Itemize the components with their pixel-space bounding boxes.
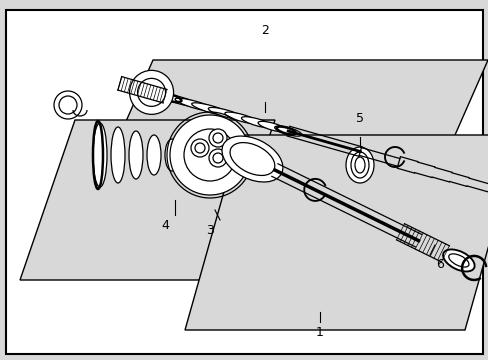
Ellipse shape xyxy=(93,123,107,187)
Circle shape xyxy=(208,149,226,167)
Polygon shape xyxy=(184,135,488,330)
Ellipse shape xyxy=(258,121,287,132)
Ellipse shape xyxy=(111,127,125,183)
Polygon shape xyxy=(20,120,274,280)
Ellipse shape xyxy=(164,139,179,171)
Ellipse shape xyxy=(224,112,259,124)
Ellipse shape xyxy=(158,94,202,108)
Circle shape xyxy=(213,133,223,143)
Circle shape xyxy=(54,91,82,119)
Ellipse shape xyxy=(442,249,474,271)
Ellipse shape xyxy=(346,147,373,183)
Ellipse shape xyxy=(229,143,274,175)
Circle shape xyxy=(191,139,208,157)
Ellipse shape xyxy=(241,117,273,128)
Circle shape xyxy=(129,70,173,114)
Ellipse shape xyxy=(354,157,364,173)
Text: 3: 3 xyxy=(205,224,214,237)
Ellipse shape xyxy=(129,131,142,179)
Ellipse shape xyxy=(142,89,188,104)
Ellipse shape xyxy=(274,126,301,136)
Text: 2: 2 xyxy=(261,23,268,36)
Circle shape xyxy=(213,153,223,163)
Circle shape xyxy=(183,129,236,181)
Text: 1: 1 xyxy=(315,325,323,338)
Text: 5: 5 xyxy=(355,112,363,125)
Circle shape xyxy=(137,78,165,106)
Ellipse shape xyxy=(448,254,468,267)
Polygon shape xyxy=(98,60,487,185)
Circle shape xyxy=(208,129,226,147)
Circle shape xyxy=(59,96,77,114)
Ellipse shape xyxy=(147,135,161,175)
Ellipse shape xyxy=(222,136,283,182)
Ellipse shape xyxy=(175,98,216,112)
Text: 6: 6 xyxy=(435,258,443,271)
Ellipse shape xyxy=(208,107,244,120)
Circle shape xyxy=(195,143,204,153)
Ellipse shape xyxy=(191,103,230,116)
Circle shape xyxy=(170,115,249,195)
Ellipse shape xyxy=(350,152,368,178)
Text: 4: 4 xyxy=(161,219,168,231)
